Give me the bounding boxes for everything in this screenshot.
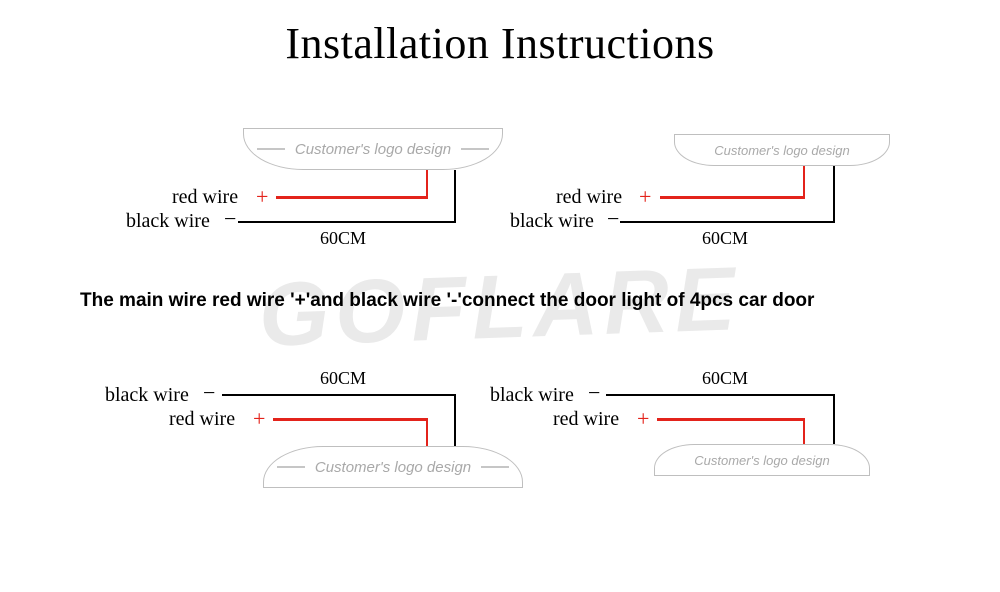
minus-sign: − (203, 380, 215, 406)
plus-sign: + (637, 406, 649, 432)
minus-sign: − (224, 206, 236, 232)
wire-red-horizontal-icon (273, 418, 428, 421)
decorative-dash (257, 148, 285, 150)
wire-black-vertical-icon (833, 166, 835, 222)
black-wire-label: black wire (490, 384, 574, 407)
length-label: 60CM (320, 228, 366, 249)
wire-red-vertical-icon (803, 418, 805, 444)
wire-red-horizontal-icon (657, 418, 805, 421)
wire-red-vertical-icon (426, 170, 428, 196)
black-wire-label: black wire (510, 210, 594, 233)
wire-red-horizontal-icon (660, 196, 805, 199)
black-wire-label: black wire (105, 384, 189, 407)
wire-black-horizontal-icon (238, 221, 456, 223)
description-text: The main wire red wire '+'and black wire… (80, 290, 940, 312)
wire-black-horizontal-icon (620, 221, 835, 223)
wire-black-horizontal-icon (222, 394, 456, 396)
wire-black-vertical-icon (454, 170, 456, 222)
wire-black-horizontal-icon (606, 394, 835, 396)
plus-sign: + (256, 184, 268, 210)
door-sill: Customer's logo design (243, 128, 503, 170)
wire-black-vertical-icon (833, 394, 835, 444)
sill-label: Customer's logo design (295, 141, 451, 158)
red-wire-label: red wire (553, 408, 619, 431)
page-title: Installation Instructions (0, 18, 1000, 69)
sill-label: Customer's logo design (315, 459, 471, 476)
wire-red-vertical-icon (803, 166, 805, 196)
wire-red-horizontal-icon (276, 196, 428, 199)
plus-sign: + (639, 184, 651, 210)
minus-sign: − (607, 206, 619, 232)
door-sill: Customer's logo design (263, 446, 523, 488)
minus-sign: − (588, 380, 600, 406)
length-label: 60CM (702, 228, 748, 249)
length-label: 60CM (702, 368, 748, 389)
wire-black-vertical-icon (454, 394, 456, 446)
length-label: 60CM (320, 368, 366, 389)
door-sill: Customer's logo design (654, 444, 870, 476)
plus-sign: + (253, 406, 265, 432)
sill-label: Customer's logo design (714, 143, 849, 158)
decorative-dash (481, 466, 509, 468)
black-wire-label: black wire (126, 210, 210, 233)
red-wire-label: red wire (169, 408, 235, 431)
wire-red-vertical-icon (426, 418, 428, 446)
decorative-dash (461, 148, 489, 150)
sill-label: Customer's logo design (694, 453, 829, 468)
door-sill: Customer's logo design (674, 134, 890, 166)
stage: Installation Instructions GOFLARE The ma… (0, 0, 1000, 592)
decorative-dash (277, 466, 305, 468)
